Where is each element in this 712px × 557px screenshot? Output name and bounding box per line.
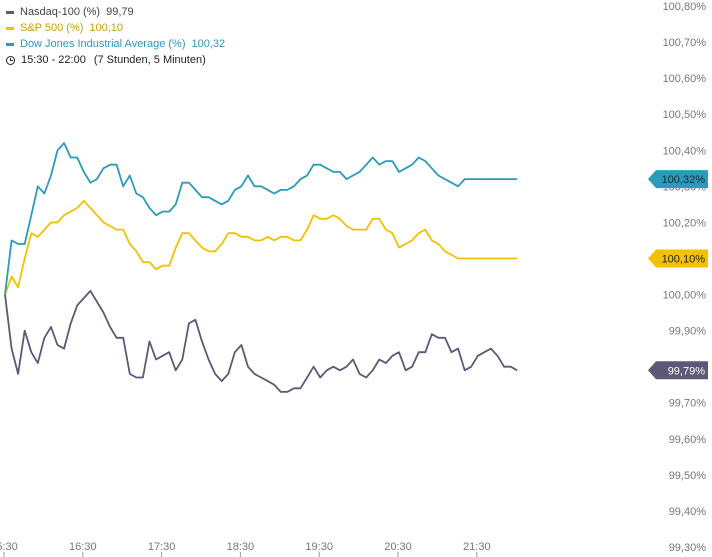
sp500-swatch: [6, 26, 14, 30]
y-tick-label: 100,50%: [663, 109, 707, 121]
legend-item-nasdaq[interactable]: Nasdaq-100 (%) 99,79: [6, 4, 225, 20]
x-tick-label: 21:30: [463, 541, 491, 553]
y-tick-label: 100,70%: [663, 37, 707, 49]
last-value-tag: [648, 249, 708, 268]
x-tick-label: 16:30: [69, 541, 97, 553]
x-tick-label: 18:30: [227, 541, 255, 553]
y-tick-label: 99,40%: [669, 506, 707, 518]
legend: Nasdaq-100 (%) 99,79 S&P 500 (%) 100,10 …: [6, 4, 225, 68]
x-tick-label: 20:30: [384, 541, 412, 553]
y-tick-label: 100,00%: [663, 290, 707, 302]
time-range-row: 15:30 - 22:00 (7 Stunden, 5 Minuten): [6, 52, 225, 68]
legend-label: Dow Jones Industrial Average (%): [20, 38, 186, 50]
dow-swatch: [6, 42, 14, 46]
time-duration: (7 Stunden, 5 Minuten): [93, 54, 206, 66]
y-tick-label: 99,70%: [669, 398, 707, 410]
time-range: 15:30 - 22:00: [21, 54, 86, 66]
legend-label: Nasdaq-100 (%): [20, 6, 101, 18]
legend-value: 100,10: [89, 22, 124, 34]
y-tick-label: 100,40%: [663, 145, 707, 157]
series-line-0: [4, 289, 518, 393]
y-tick-label: 100,80%: [663, 1, 707, 13]
legend-value: 99,79: [106, 6, 134, 18]
y-tick-label: 99,60%: [669, 434, 707, 446]
series-line-1: [4, 199, 518, 295]
y-tick-label: 100,60%: [663, 73, 707, 85]
last-value-tag: [648, 170, 708, 189]
nasdaq-swatch: [6, 10, 14, 14]
y-tick-label: 99,90%: [669, 326, 707, 338]
last-value-label: 100,32%: [662, 174, 706, 186]
legend-value: 100,32: [191, 38, 226, 50]
last-value-label: 100,10%: [662, 253, 706, 265]
series-line-2: [4, 142, 518, 295]
y-tick-label: 99,50%: [669, 470, 707, 482]
last-value-tag: [648, 361, 708, 380]
y-tick-label: 100,20%: [663, 217, 707, 229]
last-value-label: 99,79%: [668, 365, 706, 377]
x-tick-label: 15:30: [0, 541, 18, 553]
y-tick-label: 99,30%: [669, 542, 707, 554]
legend-label: S&P 500 (%): [20, 22, 84, 34]
legend-item-sp500[interactable]: S&P 500 (%) 100,10: [6, 20, 225, 36]
clock-icon: [6, 55, 15, 65]
legend-item-dow[interactable]: Dow Jones Industrial Average (%) 100,32: [6, 36, 225, 52]
x-tick-label: 19:30: [305, 541, 333, 553]
x-tick-label: 17:30: [148, 541, 176, 553]
